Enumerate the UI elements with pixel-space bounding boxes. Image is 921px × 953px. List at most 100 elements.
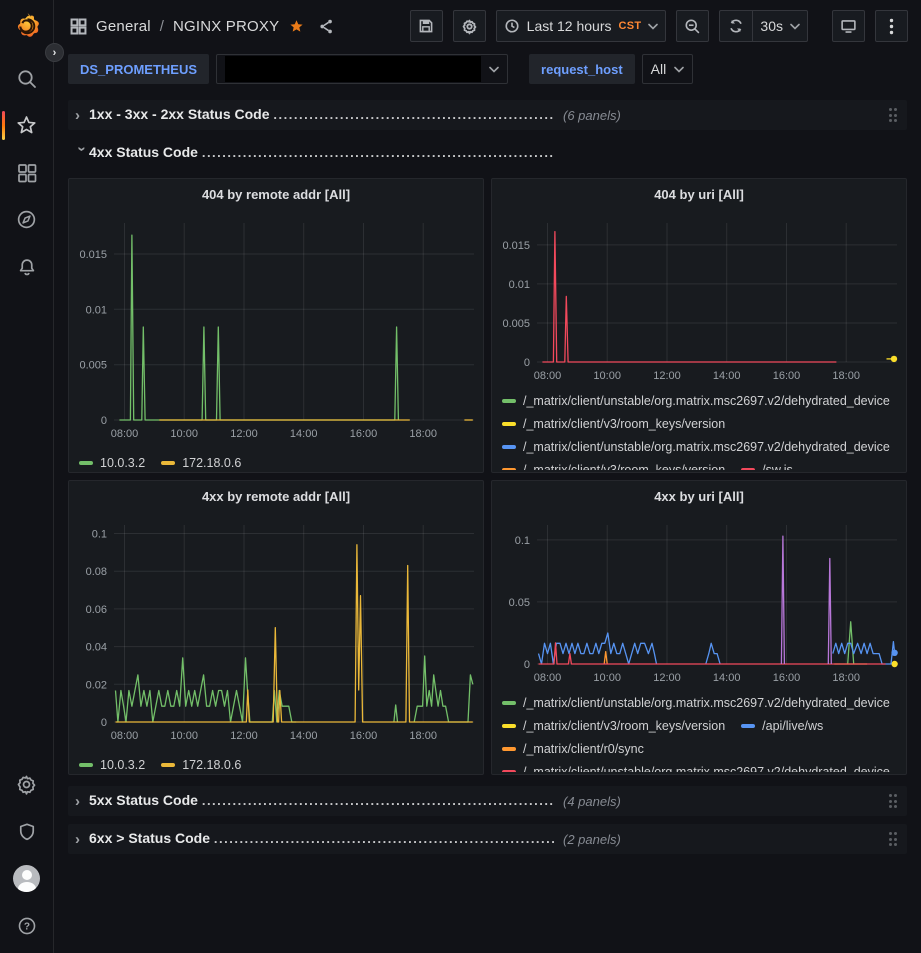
svg-text:18:00: 18:00 [832, 672, 860, 684]
dashboard-navbar: General / NGINX PROXY [54, 0, 921, 52]
sidebar-item-profile[interactable] [0, 855, 54, 902]
legend-item[interactable]: /_matrix/client/unstable/org.matrix.msc2… [502, 435, 890, 458]
legend-item[interactable]: 172.18.0.6 [161, 451, 241, 472]
svg-text:0.01: 0.01 [509, 279, 530, 291]
more-options-button[interactable] [875, 10, 908, 42]
legend-item[interactable]: /_matrix/client/v3/room_keys/version [502, 458, 725, 470]
zoom-out-button[interactable] [676, 10, 710, 42]
refresh-button[interactable] [719, 10, 753, 42]
row-title-dots: ........................................… [201, 145, 555, 160]
row-panel-count: (4 panels) [563, 793, 621, 809]
legend-item[interactable]: /_matrix/client/unstable/org.matrix.msc2… [502, 760, 890, 772]
svg-text:0: 0 [524, 357, 530, 369]
explore-compass-icon [15, 208, 38, 231]
alerting-bell-icon [16, 256, 38, 278]
panel-title[interactable]: 4xx by uri [All] [654, 488, 744, 504]
share-icon[interactable] [318, 18, 335, 35]
timeseries-chart[interactable]: 0 0.005 0.01 0.015 08:00 10:00 12:00 14:00 16:00… [69, 209, 483, 444]
sidebar-item-explore[interactable] [0, 196, 54, 243]
svg-text:10:00: 10:00 [170, 730, 198, 742]
refresh-interval-select[interactable]: 30s [752, 10, 808, 42]
sidebar-item-search[interactable] [0, 55, 54, 102]
svg-text:16:00: 16:00 [773, 672, 801, 684]
apps-icon [70, 18, 87, 35]
chevron-right-icon: › [75, 106, 80, 124]
timeseries-chart[interactable]: 0 0.005 0.01 0.015 08:00 10:00 12:00 14:00 16:00… [492, 209, 906, 386]
sidebar-item-configuration[interactable] [0, 761, 54, 808]
row-4xx[interactable]: › 4xx Status Code ......................… [68, 138, 907, 168]
svg-text:0.1: 0.1 [515, 535, 530, 547]
timeseries-chart[interactable]: 0 0.02 0.04 0.06 0.08 0.1 08:00 10:00 12:00 14:00… [69, 511, 483, 746]
monitor-icon [840, 18, 857, 35]
row-5xx[interactable]: › 5xx Status Code ......................… [68, 786, 907, 816]
panel-title[interactable]: 404 by remote addr [All] [201, 186, 351, 202]
main-area: General / NGINX PROXY [54, 0, 921, 953]
panel-4xx-by-uri: 4xx by uri [All] 0 0.05 0.1 08:00 10:00 12:00… [491, 480, 907, 775]
timeseries-chart[interactable]: 0 0.05 0.1 08:00 10:00 12:00 14:00 16:00 18:00 [492, 511, 906, 688]
panel-legend: /_matrix/client/unstable/org.matrix.msc2… [492, 386, 906, 470]
panel-title[interactable]: 404 by uri [All] [654, 186, 744, 202]
svg-text:08:00: 08:00 [111, 730, 139, 742]
chevron-down-icon [674, 66, 685, 73]
panel-404-by-uri: 404 by uri [All] 0 0.005 0.01 0.015 08:00 10:… [491, 178, 907, 473]
refresh-interval-label: 30s [760, 18, 783, 34]
svg-text:08:00: 08:00 [534, 370, 562, 382]
legend-item[interactable]: 172.18.0.6 [161, 753, 241, 774]
panel-legend: /_matrix/client/unstable/org.matrix.msc2… [492, 688, 906, 772]
legend-item[interactable]: /_matrix/client/v3/room_keys/version [502, 412, 725, 435]
svg-text:14:00: 14:00 [713, 370, 741, 382]
legend-item[interactable]: 10.0.3.2 [79, 753, 145, 774]
chevron-down-icon: › [73, 146, 91, 151]
svg-text:0.08: 0.08 [86, 566, 107, 578]
svg-text:0.015: 0.015 [79, 249, 107, 261]
legend-item[interactable]: /_matrix/client/r0/sync [502, 737, 644, 760]
legend-item[interactable]: /_matrix/client/v3/room_keys/version [502, 714, 725, 737]
svg-text:12:00: 12:00 [653, 370, 681, 382]
sidebar-item-server-admin[interactable] [0, 808, 54, 855]
sidebar-item-dashboards[interactable] [0, 149, 54, 196]
chevron-right-icon: › [75, 792, 80, 810]
svg-text:0.06: 0.06 [86, 604, 107, 616]
grafana-logo[interactable] [0, 11, 54, 41]
kebab-menu-icon [889, 18, 894, 34]
breadcrumb-separator: / [159, 17, 164, 35]
variable-request-host: request_host All [529, 54, 694, 84]
expand-sidebar-button[interactable]: › [45, 43, 64, 62]
dashboards-grid-icon [16, 162, 38, 184]
save-dashboard-button[interactable] [409, 10, 443, 42]
gear-icon [461, 18, 478, 35]
legend-item[interactable]: /api/live/ws [741, 714, 823, 737]
sidebar-item-starred[interactable] [0, 102, 54, 149]
dashboard-settings-button[interactable] [452, 10, 486, 42]
sidebar-item-alerting[interactable] [0, 243, 54, 290]
breadcrumb-section[interactable]: General [96, 17, 151, 35]
shield-icon [16, 821, 38, 843]
panel-title[interactable]: 4xx by remote addr [All] [201, 488, 351, 504]
search-icon [16, 68, 38, 90]
breadcrumb-title[interactable]: NGINX PROXY [172, 17, 280, 35]
panel-404-by-remote-addr: 404 by remote addr [All] 0 0.005 0.01 0.015… [68, 178, 484, 473]
row-drag-handle[interactable] [888, 832, 901, 846]
legend-item[interactable]: /_matrix/client/unstable/org.matrix.msc2… [502, 389, 890, 412]
datasource-variable-select[interactable] [216, 54, 509, 84]
legend-item[interactable]: /_matrix/client/unstable/org.matrix.msc2… [502, 691, 890, 714]
svg-text:08:00: 08:00 [534, 672, 562, 684]
svg-text:14:00: 14:00 [290, 730, 318, 742]
tv-mode-button[interactable] [832, 10, 865, 42]
svg-text:14:00: 14:00 [290, 428, 318, 440]
legend-item[interactable]: /sw.js [741, 458, 793, 470]
sidebar-item-help[interactable]: ? [0, 902, 54, 949]
request-host-variable-select[interactable]: All [641, 54, 694, 84]
svg-text:18:00: 18:00 [409, 428, 437, 440]
row-drag-handle[interactable] [888, 108, 901, 122]
row-1xx-3xx-2xx[interactable]: › 1xx - 3xx - 2xx Status Code ..........… [68, 100, 907, 130]
svg-text:0.1: 0.1 [92, 529, 107, 541]
time-range-picker[interactable]: Last 12 hours CST [495, 10, 667, 42]
panel-legend: 10.0.3.2 172.18.0.6 [69, 444, 483, 472]
chevron-right-icon: › [75, 830, 80, 848]
row-6xx[interactable]: › 6xx > Status Code ....................… [68, 824, 907, 854]
legend-item[interactable]: 10.0.3.2 [79, 451, 145, 472]
gear-icon [15, 773, 38, 796]
row-drag-handle[interactable] [888, 794, 901, 808]
favorite-star-icon[interactable] [288, 18, 305, 35]
